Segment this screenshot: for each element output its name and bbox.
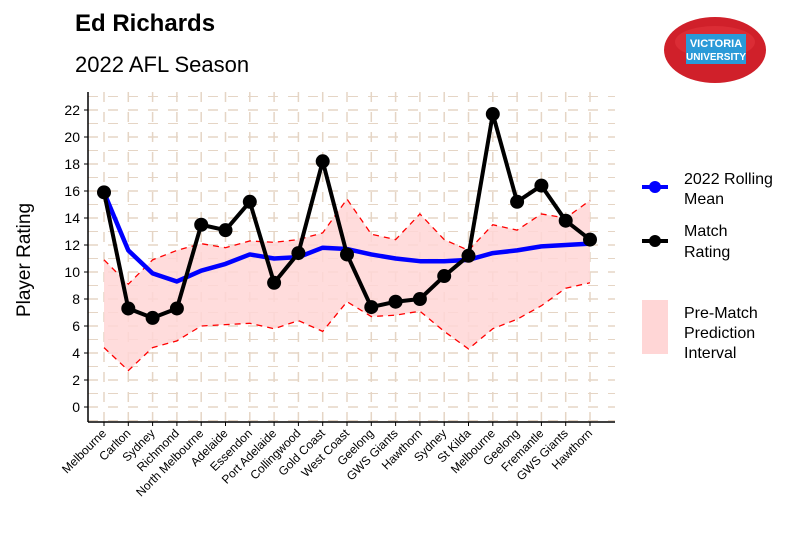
chart-subtitle: 2022 AFL Season [75, 52, 249, 77]
legend-rolling-mean-label: 2022 Rolling Mean [684, 171, 773, 208]
interval-area [104, 199, 590, 371]
y-tick-label: 0 [72, 399, 80, 415]
match-rating-point [388, 294, 403, 309]
match-rating-point [340, 247, 354, 262]
y-tick-label: 16 [64, 183, 80, 199]
match-rating-point [412, 292, 427, 306]
match-rating-point [242, 194, 257, 209]
match-rating-point [218, 223, 233, 238]
interval-lower-line [103, 282, 591, 372]
match-rating-point [97, 185, 111, 200]
y-tick-label: 8 [72, 291, 80, 307]
match-rating-point [534, 178, 549, 193]
chart-title: Ed Richards [75, 10, 215, 37]
match-rating-point [145, 310, 160, 325]
match-rating-point [583, 232, 597, 247]
legend-interval-label: Pre-Match Prediction Interval [684, 305, 758, 362]
legend-match-rating-label: Match Rating [684, 223, 730, 261]
match-rating-point [364, 300, 379, 315]
svg-text:VICTORIA: VICTORIA [690, 38, 742, 50]
match-rating-point [169, 301, 184, 316]
prediction-interval [103, 197, 591, 372]
y-tick-label: 2 [72, 372, 80, 388]
y-tick-label: 4 [72, 345, 80, 361]
y-tick-label: 12 [64, 237, 80, 253]
victoria-university-logo: VICTORIA UNIVERSITY [664, 17, 766, 83]
match-rating-point [315, 154, 330, 169]
match-rating-point [291, 246, 306, 261]
series-lines [97, 107, 597, 325]
y-tick-label: 14 [64, 210, 80, 226]
match-rating-point [437, 269, 452, 284]
y-tick-label: 22 [64, 102, 80, 118]
y-tick-label: 10 [64, 264, 80, 280]
match-rating-point [121, 301, 136, 316]
match-rating-point [558, 213, 573, 228]
y-axis-label: Player Rating [14, 203, 35, 317]
legend-interval-swatch [642, 300, 668, 354]
legend-match-rating-marker [649, 235, 661, 247]
interval-upper-line [103, 197, 591, 286]
legend: 2022 Rolling Mean Match Rating Pre-Match Pr… [642, 171, 773, 362]
match-rating-point [267, 275, 282, 290]
y-tick-label: 18 [64, 156, 80, 172]
match-rating-point [461, 248, 476, 263]
match-rating-point [510, 194, 525, 209]
legend-rolling-mean-marker [649, 181, 661, 193]
match-rating-point [194, 217, 209, 232]
svg-text:UNIVERSITY: UNIVERSITY [686, 52, 746, 63]
y-tick-label: 6 [72, 318, 80, 334]
match-rating-point [485, 107, 500, 122]
y-tick-label: 20 [64, 129, 80, 145]
